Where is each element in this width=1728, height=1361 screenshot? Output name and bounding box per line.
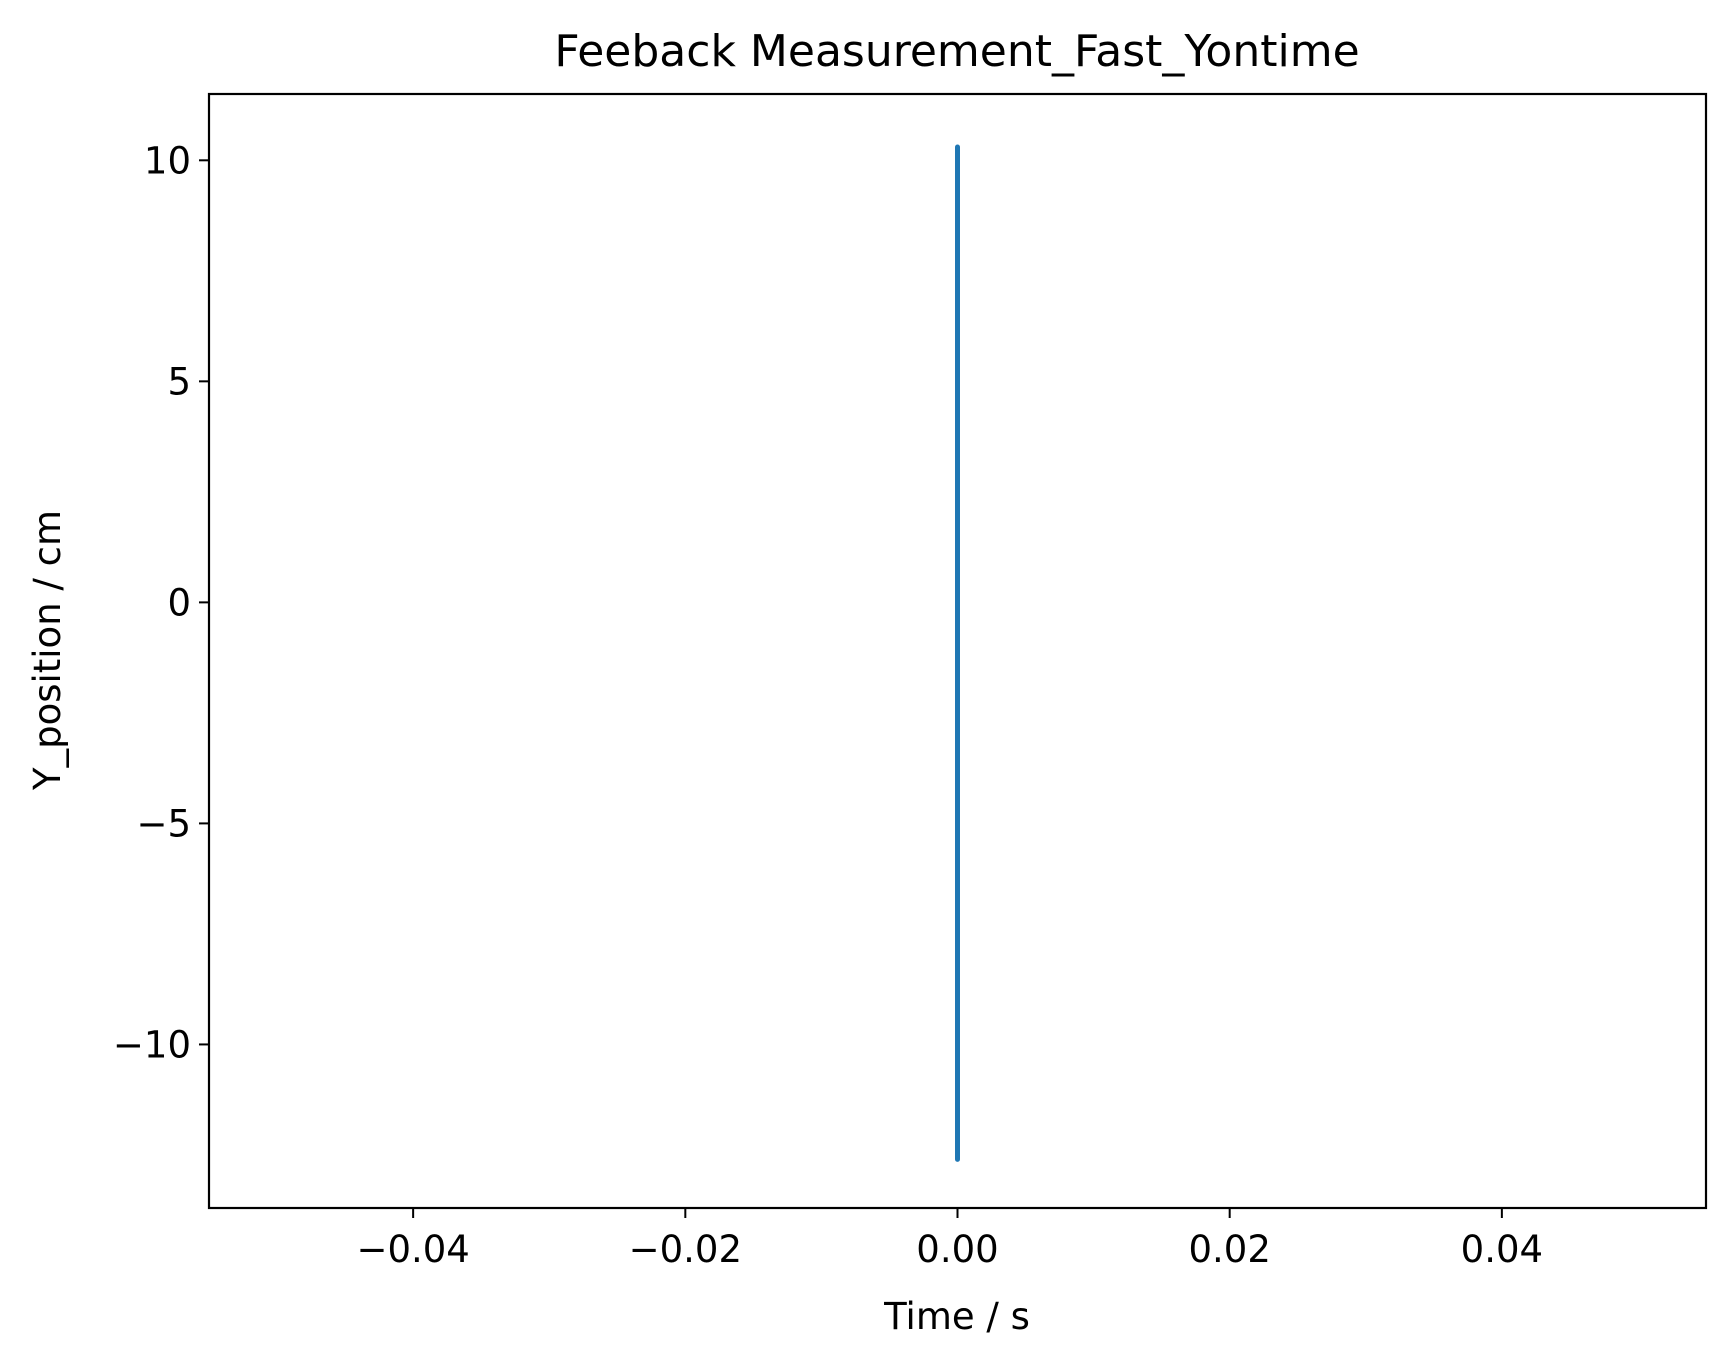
x-axis-ticks: −0.04 −0.02 0.00 0.02 0.04: [356, 1208, 1543, 1271]
y-axis-ticks: 10 5 0 −5 −10: [113, 139, 209, 1066]
x-tick-label: −0.02: [629, 1228, 742, 1271]
y-tick-label: −10: [113, 1023, 191, 1066]
y-tick-label: −5: [136, 802, 191, 845]
x-tick-label: 0.00: [916, 1228, 998, 1271]
x-tick-label: 0.02: [1188, 1228, 1270, 1271]
x-tick-label: −0.04: [356, 1228, 469, 1271]
y-tick-label: 10: [144, 139, 191, 182]
y-tick-label: 0: [167, 581, 191, 624]
y-axis-label: Y_position / cm: [26, 510, 69, 791]
x-axis-label: Time / s: [883, 1295, 1030, 1338]
x-tick-label: 0.04: [1461, 1228, 1543, 1271]
y-tick-label: 5: [167, 360, 191, 403]
chart-title: Feeback Measurement_Fast_Yontime: [554, 26, 1359, 77]
